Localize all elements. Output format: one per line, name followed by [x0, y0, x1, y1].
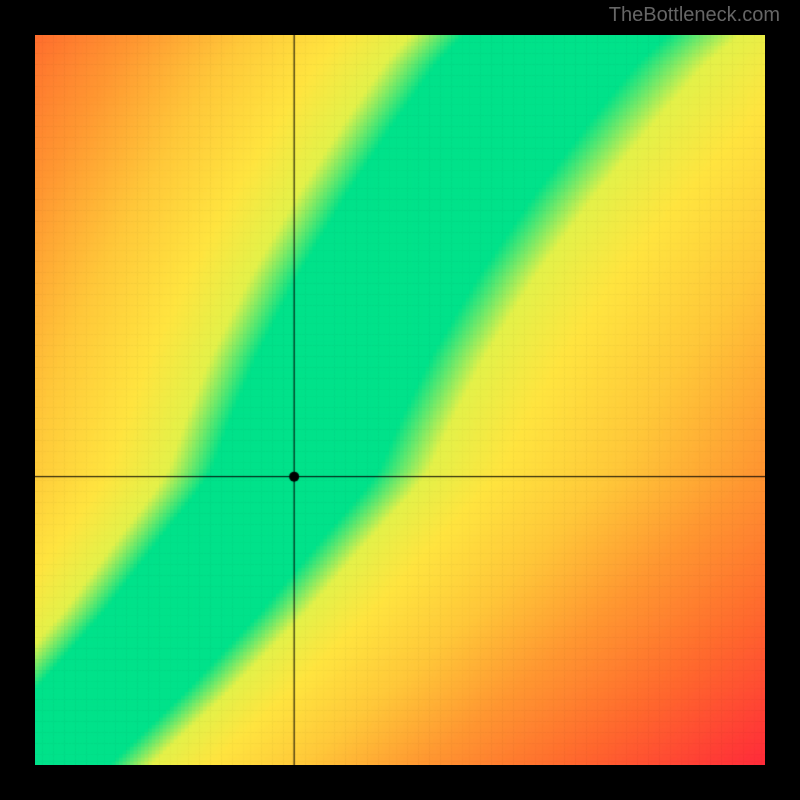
heatmap-canvas	[35, 35, 765, 765]
plot-area	[35, 35, 765, 765]
watermark-text: TheBottleneck.com	[609, 4, 780, 27]
chart-container: TheBottleneck.com	[0, 0, 800, 800]
